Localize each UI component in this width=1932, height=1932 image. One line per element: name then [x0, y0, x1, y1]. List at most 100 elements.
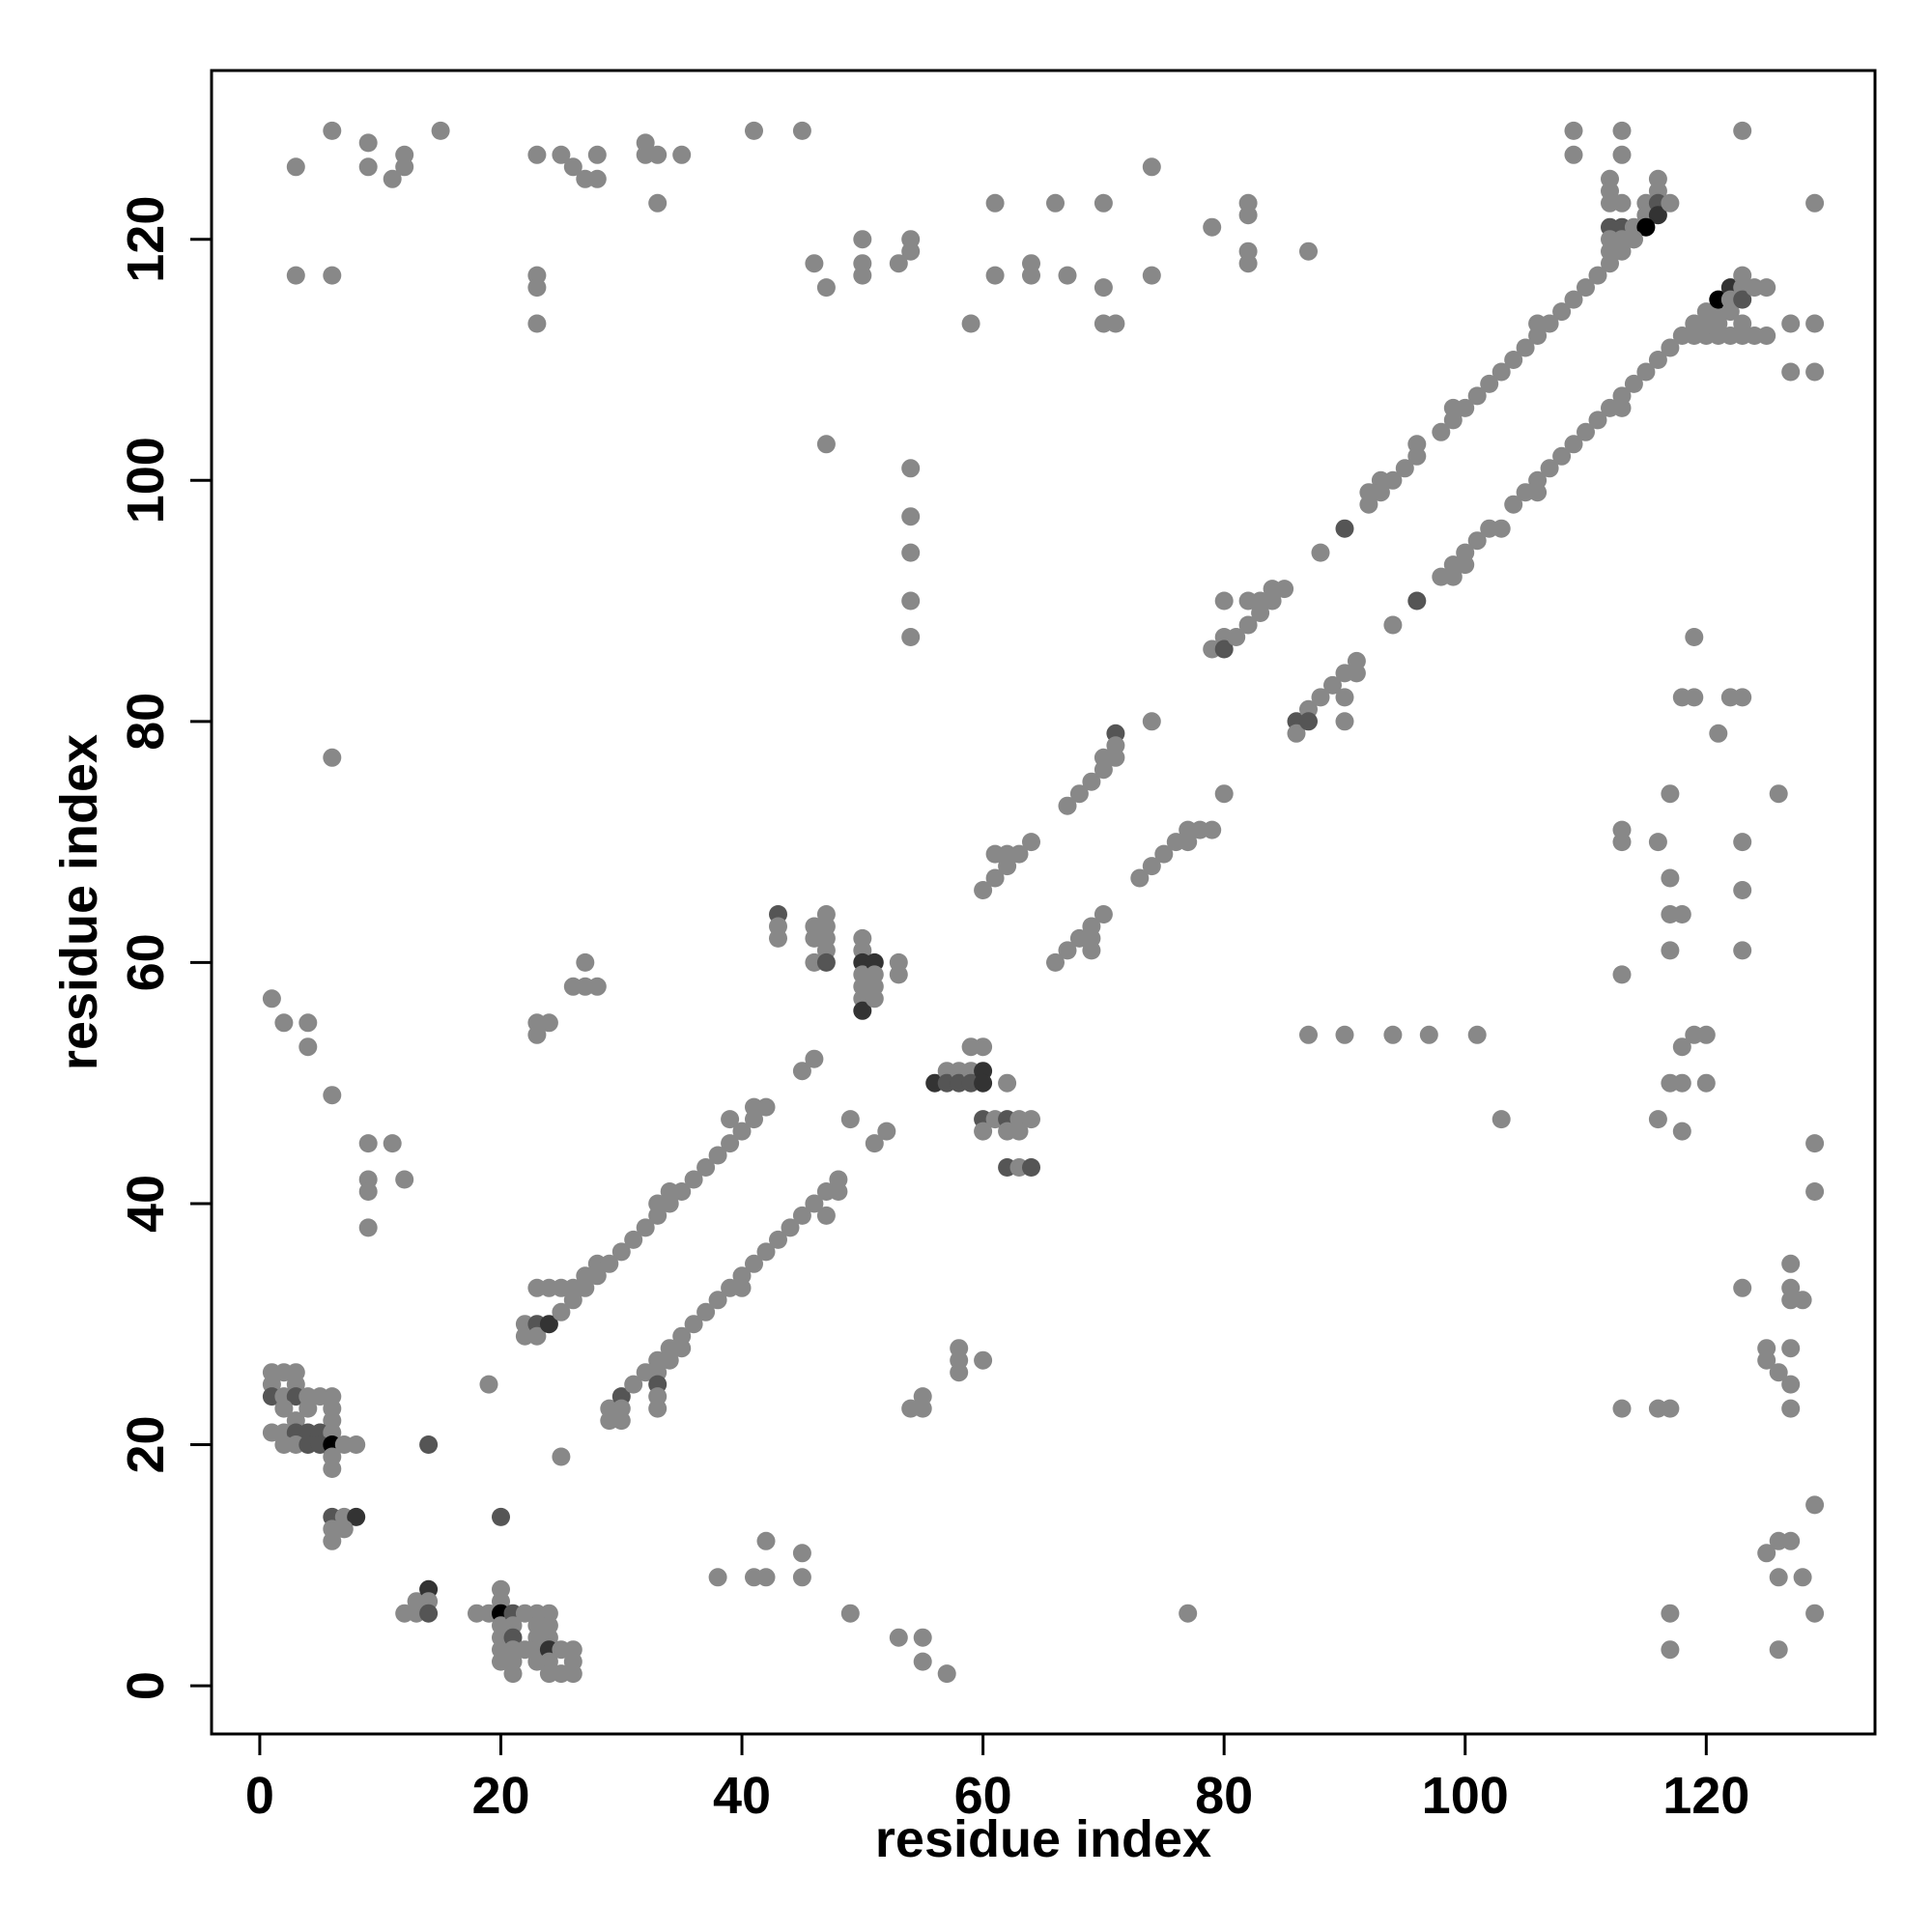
- y-tick-label: 0: [117, 1671, 175, 1700]
- data-point: [1443, 411, 1463, 430]
- data-point: [1564, 145, 1583, 164]
- data-point: [974, 881, 993, 899]
- data-point: [1311, 688, 1330, 707]
- data-point: [1299, 242, 1318, 261]
- data-point: [974, 1122, 993, 1141]
- data-point: [431, 121, 450, 140]
- data-point: [1588, 266, 1607, 285]
- data-point: [395, 1170, 414, 1189]
- data-point: [1552, 302, 1572, 322]
- data-point: [1612, 833, 1632, 852]
- data-point: [1601, 254, 1619, 273]
- data-point: [1528, 483, 1548, 502]
- data-point: [1661, 868, 1680, 888]
- data-point: [805, 1194, 824, 1213]
- data-point: [816, 952, 836, 972]
- data-point: [552, 145, 571, 164]
- data-point: [1648, 206, 1667, 225]
- data-point: [805, 254, 824, 273]
- data-point: [889, 1628, 908, 1647]
- data-point: [274, 1399, 294, 1418]
- data-point: [1564, 290, 1583, 309]
- data-point: [937, 1664, 956, 1684]
- data-point: [1238, 206, 1258, 225]
- data-point: [611, 1411, 631, 1431]
- data-point: [636, 1218, 655, 1237]
- data-point: [576, 952, 595, 972]
- data-point: [672, 1339, 692, 1358]
- data-point: [600, 1254, 619, 1273]
- data-point: [1672, 1122, 1691, 1141]
- data-point: [1661, 784, 1680, 804]
- data-point: [853, 266, 872, 285]
- data-point: [1685, 628, 1704, 646]
- data-point: [563, 157, 582, 177]
- x-axis: 0 20 40 60 80 100 120: [245, 1732, 1749, 1825]
- data-point: [853, 1001, 872, 1020]
- data-point: [1769, 1363, 1788, 1382]
- data-point: [1179, 833, 1198, 852]
- data-point: [1672, 1073, 1691, 1093]
- data-point: [1106, 314, 1125, 333]
- data-point: [1793, 1291, 1812, 1310]
- data-point: [998, 1073, 1017, 1093]
- data-point: [323, 1086, 342, 1105]
- data-point: [1648, 833, 1667, 852]
- data-point: [901, 459, 921, 478]
- data-point: [792, 1206, 811, 1225]
- data-point: [1648, 351, 1667, 369]
- data-point: [1577, 422, 1595, 441]
- data-point: [913, 1399, 932, 1418]
- data-point: [1805, 193, 1825, 213]
- data-point: [1672, 1037, 1691, 1057]
- data-point: [323, 121, 342, 140]
- data-point: [1094, 760, 1113, 780]
- data-point: [323, 266, 342, 285]
- data-point: [323, 1531, 342, 1550]
- data-point: [1263, 591, 1282, 611]
- data-point: [1636, 362, 1656, 382]
- x-tick-label: 0: [245, 1767, 274, 1825]
- data-point: [334, 1520, 354, 1539]
- data-point: [721, 1134, 740, 1153]
- data-point: [708, 1568, 727, 1587]
- data-point: [1516, 338, 1535, 357]
- data-point: [358, 1182, 378, 1201]
- data-point: [1805, 314, 1825, 333]
- data-point: [974, 1350, 993, 1370]
- y-axis: 0 20 40 60 80 100 120: [117, 196, 213, 1700]
- data-point: [1311, 543, 1330, 562]
- data-point: [1335, 712, 1354, 731]
- data-point: [816, 278, 836, 298]
- data-point: [587, 977, 607, 996]
- data-point: [1467, 1025, 1487, 1044]
- data-point: [1130, 868, 1150, 888]
- data-point: [1781, 314, 1801, 333]
- x-tick-label: 80: [1195, 1767, 1253, 1825]
- data-point: [1335, 519, 1354, 538]
- data-point: [611, 1242, 631, 1262]
- data-point: [587, 145, 607, 164]
- data-point: [974, 1073, 993, 1093]
- data-point: [298, 1399, 318, 1418]
- data-point: [1238, 615, 1258, 635]
- data-point: [1781, 1531, 1801, 1550]
- data-point: [1577, 278, 1595, 298]
- data-point: [552, 1447, 571, 1466]
- data-point: [660, 1350, 679, 1370]
- data-point: [1492, 1110, 1511, 1129]
- data-point: [1624, 374, 1643, 393]
- data-point: [1432, 422, 1451, 441]
- data-point: [1696, 1073, 1716, 1093]
- data-point: [1046, 193, 1065, 213]
- data-point: [840, 1110, 860, 1129]
- data-point: [503, 1664, 523, 1684]
- data-point: [527, 314, 547, 333]
- data-point: [395, 157, 414, 177]
- data-point: [781, 1218, 800, 1237]
- data-point: [1383, 615, 1403, 635]
- data-point: [1383, 1025, 1403, 1044]
- data-point: [756, 1242, 776, 1262]
- data-point: [1696, 1025, 1716, 1044]
